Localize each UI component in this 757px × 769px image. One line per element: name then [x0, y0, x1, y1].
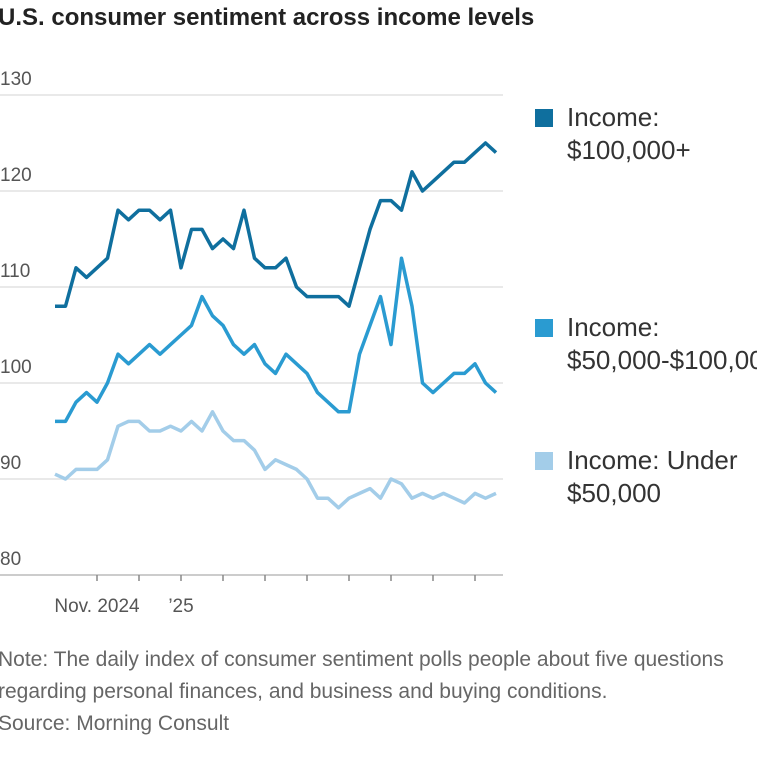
legend-item: Income: Under $50,000 — [535, 444, 755, 510]
legend-swatch — [535, 452, 553, 470]
y-tick-label: 90 — [0, 453, 21, 474]
y-tick-label: 130 — [0, 69, 32, 90]
legend-item: Income: $50,000-$100,000 — [535, 311, 757, 377]
line-series — [55, 256, 498, 424]
y-tick-label: 100 — [0, 357, 32, 378]
source: Source: Morning Consult — [0, 712, 230, 735]
x-tick-label: Nov. 2024 — [54, 596, 140, 617]
legend-label: Income: $100,000+ — [567, 102, 691, 165]
y-tick-label: 120 — [0, 165, 32, 186]
legend-swatch — [535, 109, 553, 127]
line-series — [55, 141, 498, 308]
legend-label: Income: Under $50,000 — [567, 445, 738, 508]
line-series — [54, 410, 497, 510]
chart-title: U.S. consumer sentiment across income le… — [0, 4, 535, 31]
note: Note: The daily index of consumer sentim… — [0, 648, 724, 703]
legend-item: Income: $100,000+ — [535, 101, 755, 167]
legend-swatch — [535, 319, 553, 337]
x-tick-label: ’25 — [168, 596, 193, 617]
footnotes: Note: The daily index of consumer sentim… — [0, 644, 743, 740]
chart: 80 90 100 110 120 130 Nov. 2024 ’25 — [0, 69, 503, 617]
legend-label: Income: $50,000-$100,000 — [567, 312, 757, 375]
y-tick-label: 80 — [0, 549, 21, 570]
y-tick-label: 110 — [0, 261, 30, 282]
